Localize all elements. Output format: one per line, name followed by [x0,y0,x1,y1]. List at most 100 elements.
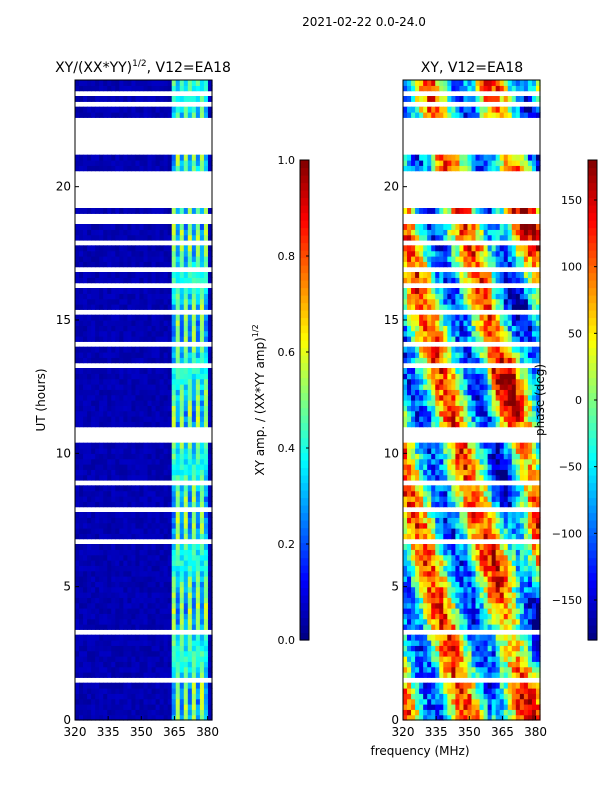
heatmap-cell [191,405,197,412]
heatmap-cell [159,458,165,465]
heatmap-cell [147,512,153,518]
heatmap-cell [203,597,209,604]
heatmap-cell [463,528,469,534]
heatmap-cell [135,565,141,572]
heatmap-cell [115,469,120,476]
heatmap-cell [127,389,133,396]
heatmap-cell [183,485,189,492]
heatmap-cell [175,565,181,572]
heatmap-cell [111,106,116,113]
heatmap-cell [83,586,88,593]
heatmap-cell [91,405,96,412]
heatmap-cell [183,464,189,470]
heatmap-cell [403,661,408,668]
heatmap-cell [459,517,465,524]
heatmap-cell [419,714,424,721]
heatmap-cell [431,634,436,641]
heatmap-cell [163,165,169,172]
heatmap-cell [103,528,108,534]
heatmap-cell [199,80,205,86]
heatmap-cell [187,666,193,673]
heatmap-cell [187,560,193,566]
heatmap-cell [83,608,88,614]
heatmap-cell [527,549,533,556]
heatmap-cell [455,698,461,705]
heatmap-cell [203,645,209,652]
heatmap-cell [471,501,477,508]
heatmap-cell [87,160,92,166]
heatmap-cell [435,474,440,481]
colorbar-segment [300,482,309,491]
heatmap-cell [471,554,477,561]
heatmap-cell [159,245,165,252]
heatmap-cell [131,384,137,390]
heatmap-cell [207,154,213,161]
heatmap-cell [87,208,92,214]
heatmap-cell [207,714,213,721]
heatmap-cell [147,528,153,534]
heatmap-cell [159,272,165,278]
heatmap-cell [411,522,416,529]
heatmap-cell [103,400,108,406]
heatmap-cell [131,112,137,118]
heatmap-cell [155,298,161,305]
heatmap-cell [163,208,169,214]
heatmap-cell [511,528,517,534]
heatmap-cell [123,325,128,332]
heatmap-cell [163,410,169,417]
heatmap-cell [167,522,173,529]
heatmap-cell [111,613,116,620]
heatmap-cell [107,592,112,598]
heatmap-cell [195,512,201,518]
heatmap-cell [451,698,456,705]
heatmap-cell [423,458,428,465]
heatmap-cell [459,688,465,694]
heatmap-cell [459,400,465,406]
heatmap-cell [411,586,416,593]
heatmap-cell [203,165,209,172]
heatmap-cell [139,250,145,257]
heatmap-cell [519,464,525,470]
heatmap-cell [531,608,537,614]
heatmap-cell [419,688,424,694]
heatmap-cell [131,554,137,561]
heatmap-cell [475,586,481,593]
heatmap-cell [95,112,100,118]
heatmap-cell [479,666,485,673]
heatmap-cell [507,474,513,481]
heatmap-cell [207,234,213,241]
heatmap-cell [471,672,477,678]
heatmap-cell [487,618,493,625]
heatmap-cell [199,298,205,305]
heatmap-cell [523,453,529,460]
heatmap-cell [443,602,448,609]
heatmap-cell [111,656,116,662]
heatmap-cell [99,245,104,252]
heatmap-cell [123,416,128,422]
heatmap-cell [427,512,432,518]
heatmap-cell [423,549,428,556]
heatmap-cell [199,106,205,113]
heatmap-cell [487,693,493,700]
heatmap-cell [115,320,120,326]
heatmap-cell [95,389,100,396]
heatmap-cell [143,400,149,406]
heatmap-cell [187,624,193,630]
heatmap-cell [151,80,157,86]
heatmap-cell [175,208,181,214]
heatmap-cell [511,560,517,566]
heatmap-cell [115,293,120,300]
heatmap-cell [127,96,133,102]
heatmap-cell [471,405,477,412]
heatmap-cell [147,389,153,396]
heatmap-cell [127,469,133,476]
heatmap-cell [103,549,108,556]
colorbar-segment [300,415,309,424]
heatmap-cell [107,714,112,721]
heatmap-cell [131,490,137,497]
heatmap-cell [103,618,108,625]
heatmap-cell [207,618,213,625]
heatmap-cell [79,666,84,673]
heatmap-cell [487,661,493,668]
heatmap-cell [159,314,165,321]
